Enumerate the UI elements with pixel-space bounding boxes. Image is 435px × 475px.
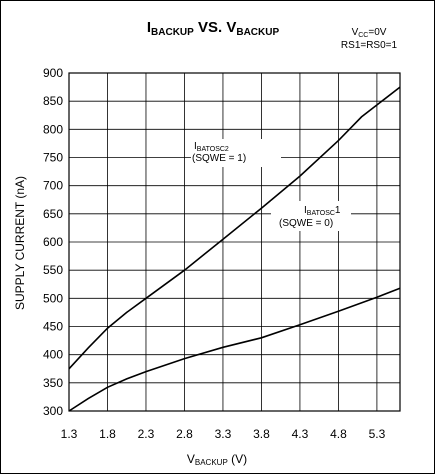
x-tick-label: 5.3 [369,427,386,441]
series-line-2 [68,287,401,412]
y-axis-label: SUPPLY CURRENT (nA) [13,176,27,310]
x-tick-label: 4.8 [330,427,347,441]
y-tick-label: 650 [43,207,63,221]
y-tick-label: 750 [43,151,63,165]
y-tick-label: 300 [43,404,63,418]
chart-title: IBACKUP VS. VBACKUP [147,19,280,38]
y-tick-label: 450 [43,320,63,334]
x-tick-label: 1.3 [61,427,78,441]
series1-label-line1: IBATOSC2 [194,141,229,153]
y-tick-labels: 300 350 400 450 500 550 600 650 700 750 800 850 900 [43,66,63,418]
x-tick-label: 2.3 [138,427,155,441]
series2-label-line2: (SQWE = 0) [279,218,333,229]
x-axis-label: VBACKUP (V) [187,452,247,467]
y-tick-label: 600 [43,235,63,249]
x-tick-label: 3.3 [215,427,232,441]
series-line-1 [68,86,401,370]
x-tick-label: 4.3 [292,427,309,441]
y-tick-label: 500 [43,291,63,305]
grid [68,72,400,412]
plot-border [68,72,401,412]
series2-label-line1: IBATOSC1 [304,205,341,217]
series1-label-bg [191,139,281,167]
y-tick-label: 550 [43,263,63,277]
x-tick-label: 1.8 [99,427,116,441]
y-tick-label: 800 [43,122,63,136]
series2-label-bg [271,201,351,231]
series-lines [68,86,401,412]
conditions-line2: RS1=RS0=1 [341,40,398,51]
y-tick-label: 350 [43,376,63,390]
x-tick-label: 3.8 [253,427,270,441]
y-tick-label: 850 [43,94,63,108]
y-tick-label: 400 [43,348,63,362]
x-tick-labels: 1.3 1.8 2.3 2.8 3.3 3.8 4.3 4.8 5.3 [61,427,386,441]
y-tick-label: 700 [43,179,63,193]
y-tick-label: 900 [43,66,63,80]
series1-label-line2: (SQWE = 1) [192,153,246,164]
conditions-line1: VCC=0V [352,27,387,39]
x-tick-label: 2.8 [176,427,193,441]
